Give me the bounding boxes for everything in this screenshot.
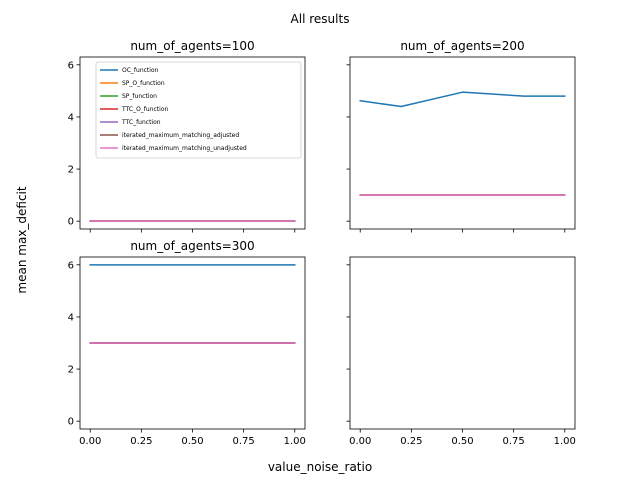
y-tick-label: 0	[68, 217, 74, 228]
y-tick-label: 4	[68, 112, 74, 123]
y-tick-label: 2	[68, 165, 74, 176]
y-tick-label: 4	[68, 312, 74, 323]
x-tick-label: 0.50	[181, 436, 203, 447]
subplot-frame	[349, 56, 576, 230]
x-tick-label: 0.25	[130, 436, 152, 447]
x-tick-label: 1.00	[554, 436, 576, 447]
legend-box	[95, 61, 302, 159]
x-tick-label: 0.00	[349, 436, 371, 447]
series-line-OC_function	[359, 91, 566, 108]
subplot-title: num_of_agents=200	[400, 39, 524, 53]
legend-entry: TTC_function	[121, 119, 161, 126]
x-tick-label: 0.75	[233, 436, 255, 447]
subplot-2: num_of_agents=200	[346, 39, 576, 233]
subplot-title: num_of_agents=100	[130, 39, 254, 53]
x-tick-label: 0.00	[79, 436, 101, 447]
legend-entry: iterated_maximum_matching_adjusted	[122, 132, 239, 139]
y-axis-label: mean max_deficit	[15, 186, 29, 293]
subplot-frame	[349, 256, 576, 430]
subplot-frame	[79, 56, 306, 230]
legend: OC_function SP_O_function SP_function TTC_O…	[95, 61, 302, 159]
subplot-frame	[79, 256, 306, 430]
y-tick-label: 2	[68, 365, 74, 376]
x-tick-label: 1.00	[284, 436, 306, 447]
subplot-grid: num_of_agents=1000246num_of_agents=200nu…	[68, 39, 576, 447]
x-axis-label: value_noise_ratio	[268, 460, 372, 474]
legend-entry: SP_O_function	[122, 80, 165, 87]
chart-title: All results	[291, 12, 350, 26]
subplot-1: num_of_agents=100 0 2 4 6	[68, 39, 306, 233]
subplot-3: num_of_agents=300 0 2 4 6 0.00 0.25 0.50 0.75 1.0…	[68, 239, 306, 447]
legend-entry: TTC_O_function	[121, 106, 168, 113]
y-tick-label: 0	[68, 417, 74, 428]
x-tick-label: 0.25	[400, 436, 422, 447]
y-tick-label: 6	[68, 60, 74, 71]
subplot-4: 0.00 0.25 0.50 0.75 1.00	[346, 256, 576, 447]
subplot-title: num_of_agents=300	[130, 239, 254, 253]
legend-entry: OC_function	[122, 67, 159, 74]
x-tick-label: 0.50	[451, 436, 473, 447]
x-tick-label: 0.75	[503, 436, 525, 447]
legend-entry: SP_function	[122, 93, 157, 100]
y-tick-label: 6	[68, 260, 74, 271]
legend-entry: iterated_maximum_matching_unadjusted	[122, 145, 247, 152]
